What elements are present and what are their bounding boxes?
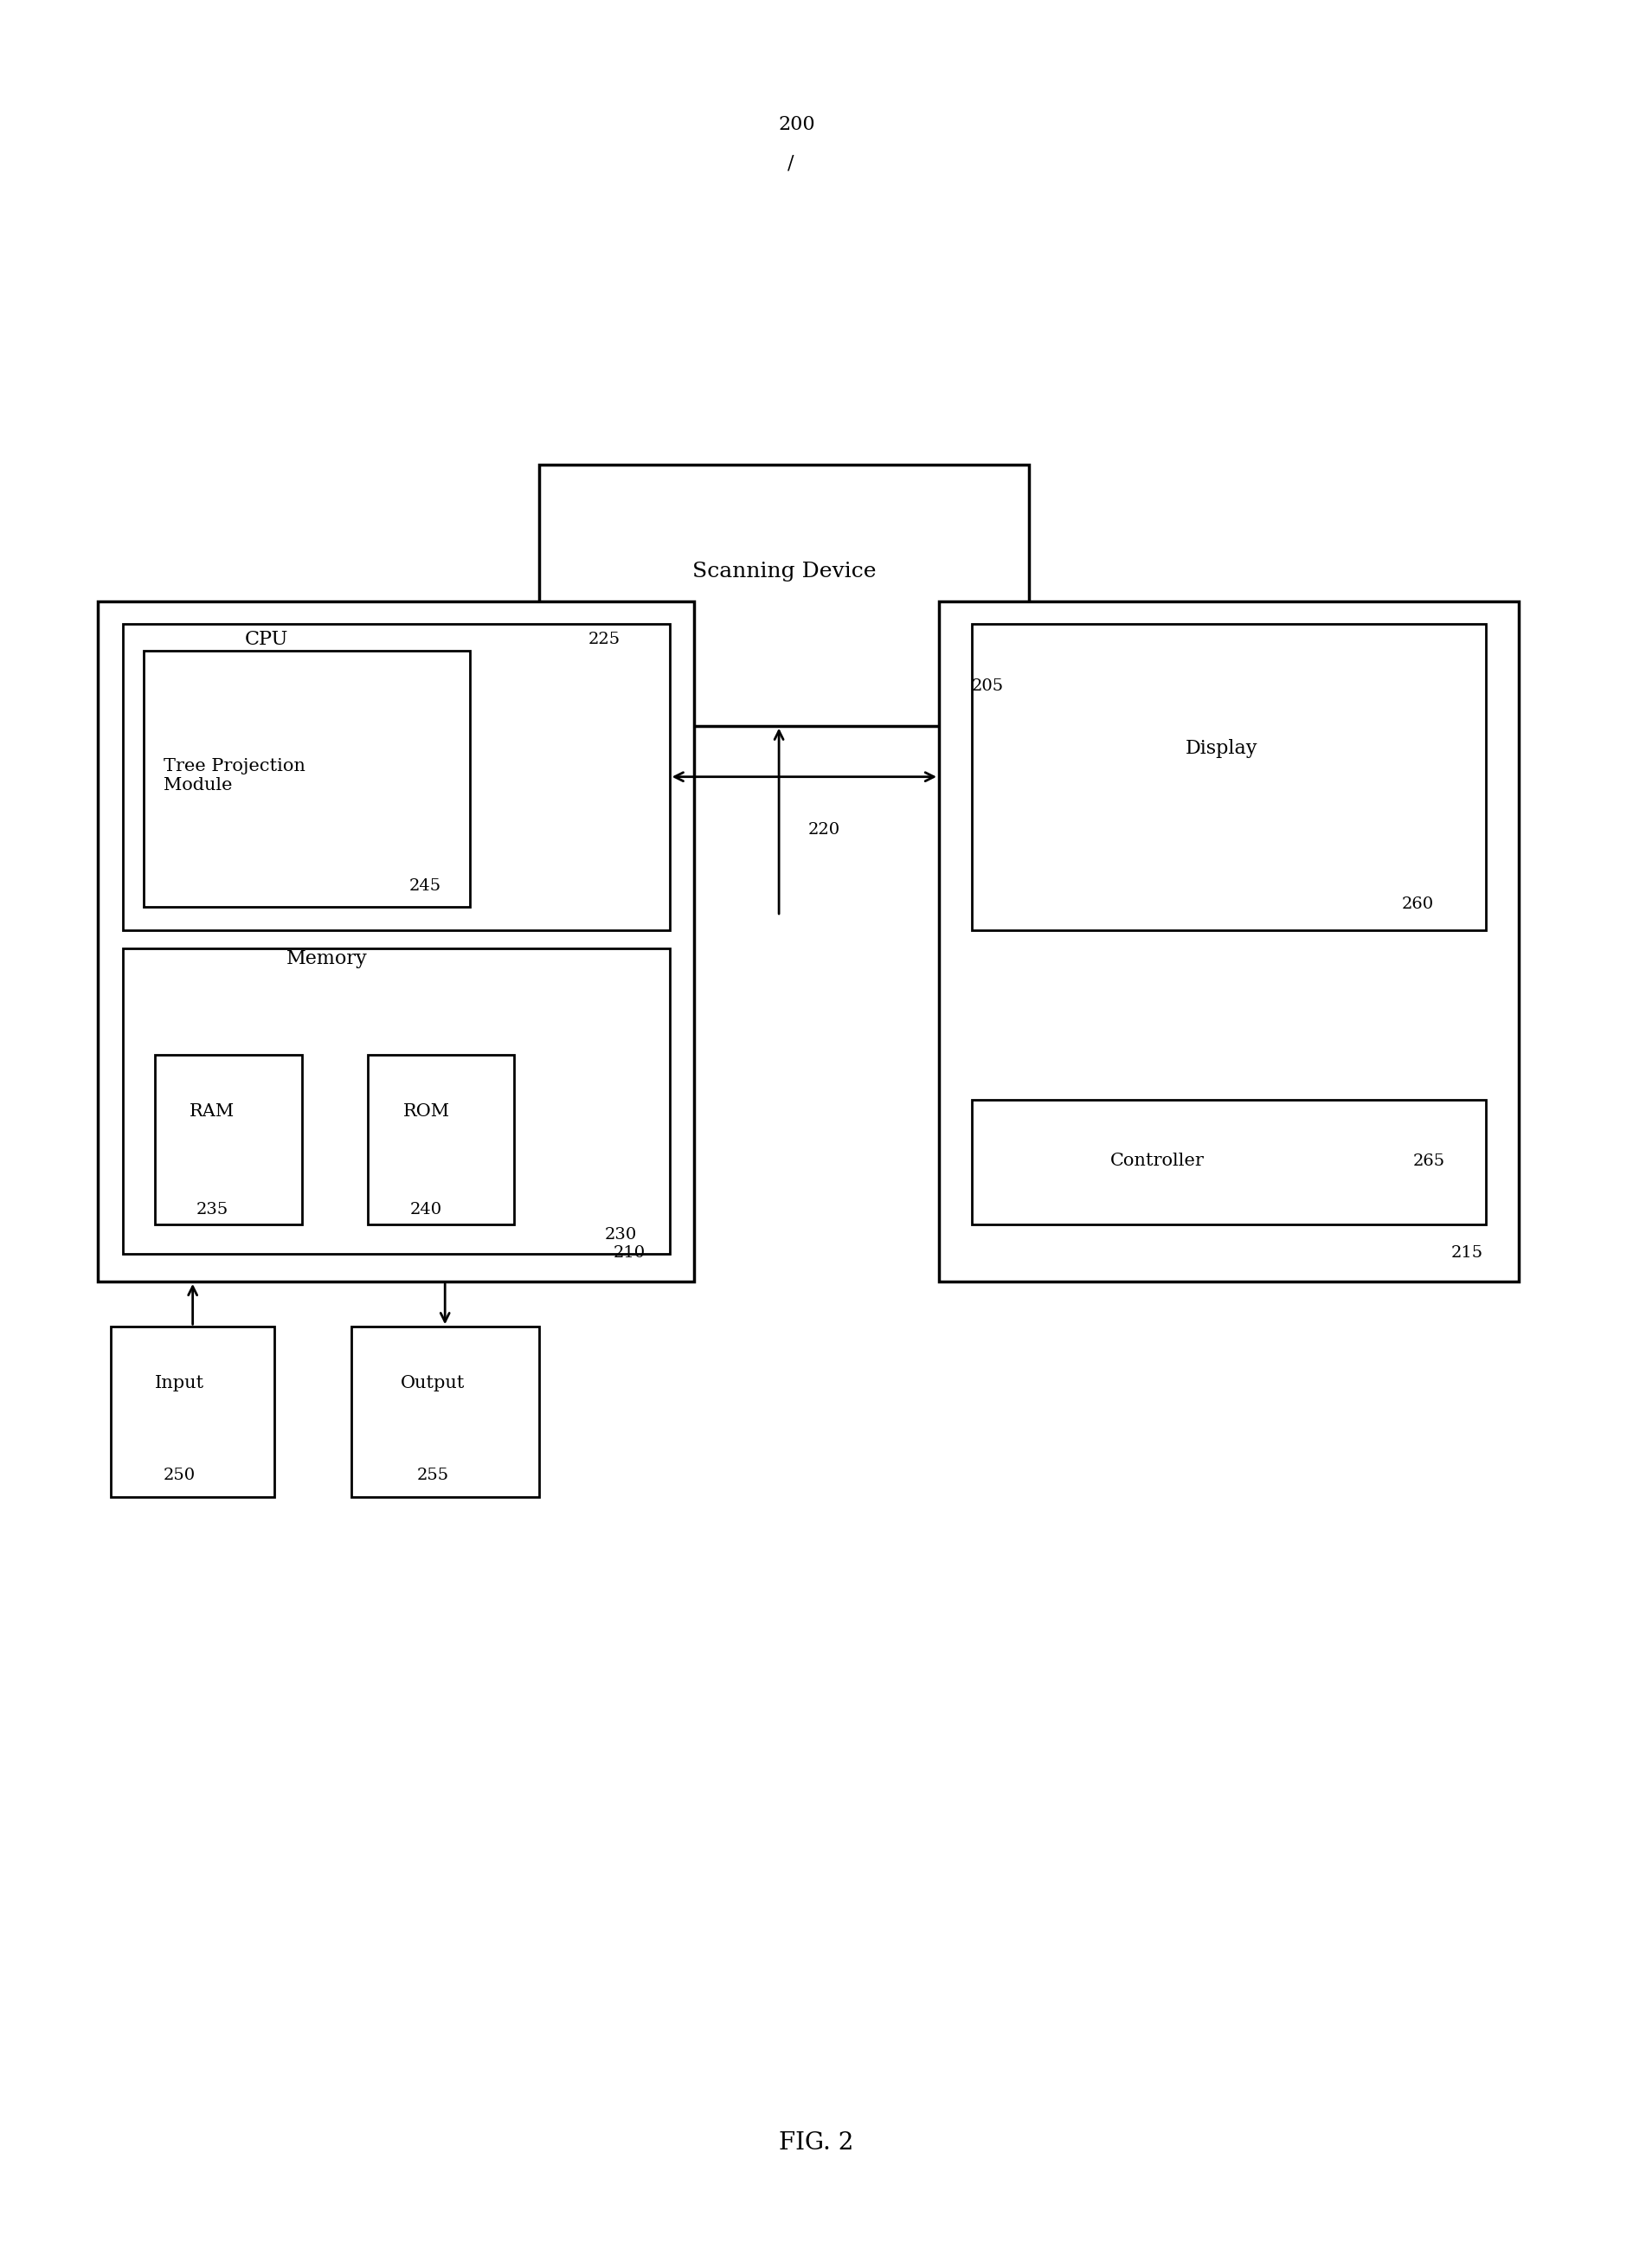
Bar <box>144 651 470 907</box>
Text: 215: 215 <box>1450 1245 1483 1261</box>
Bar <box>939 601 1519 1281</box>
Text: /: / <box>787 154 794 172</box>
Text: Controller: Controller <box>1110 1152 1205 1170</box>
Bar <box>367 1055 514 1225</box>
Bar <box>972 624 1486 930</box>
Text: ROM: ROM <box>403 1102 449 1120</box>
Text: 220: 220 <box>808 823 841 837</box>
Text: Output: Output <box>400 1374 465 1393</box>
Text: 225: 225 <box>588 633 621 646</box>
Bar <box>122 624 670 930</box>
Text: CPU: CPU <box>245 631 289 649</box>
Text: 200: 200 <box>779 116 815 134</box>
Bar <box>351 1327 539 1497</box>
Text: Memory: Memory <box>286 950 367 968</box>
Text: 205: 205 <box>972 678 1004 694</box>
Bar <box>155 1055 302 1225</box>
Text: Tree Projection
Module: Tree Projection Module <box>163 758 305 794</box>
Text: Scanning Device: Scanning Device <box>692 562 875 581</box>
Bar <box>539 465 1029 726</box>
Text: 235: 235 <box>196 1202 229 1218</box>
Bar <box>111 1327 274 1497</box>
Bar <box>122 948 670 1254</box>
Text: FIG. 2: FIG. 2 <box>779 2132 854 2155</box>
Text: 265: 265 <box>1413 1154 1445 1168</box>
Text: 245: 245 <box>408 878 441 894</box>
Text: 210: 210 <box>612 1245 645 1261</box>
Text: 250: 250 <box>163 1467 196 1483</box>
Bar <box>972 1100 1486 1225</box>
Text: RAM: RAM <box>189 1102 235 1120</box>
Bar <box>98 601 694 1281</box>
Text: 240: 240 <box>410 1202 443 1218</box>
Text: Input: Input <box>155 1374 204 1393</box>
Text: 260: 260 <box>1401 896 1434 912</box>
Text: Display: Display <box>1186 739 1257 758</box>
Text: 230: 230 <box>604 1227 637 1243</box>
Text: 255: 255 <box>416 1467 449 1483</box>
